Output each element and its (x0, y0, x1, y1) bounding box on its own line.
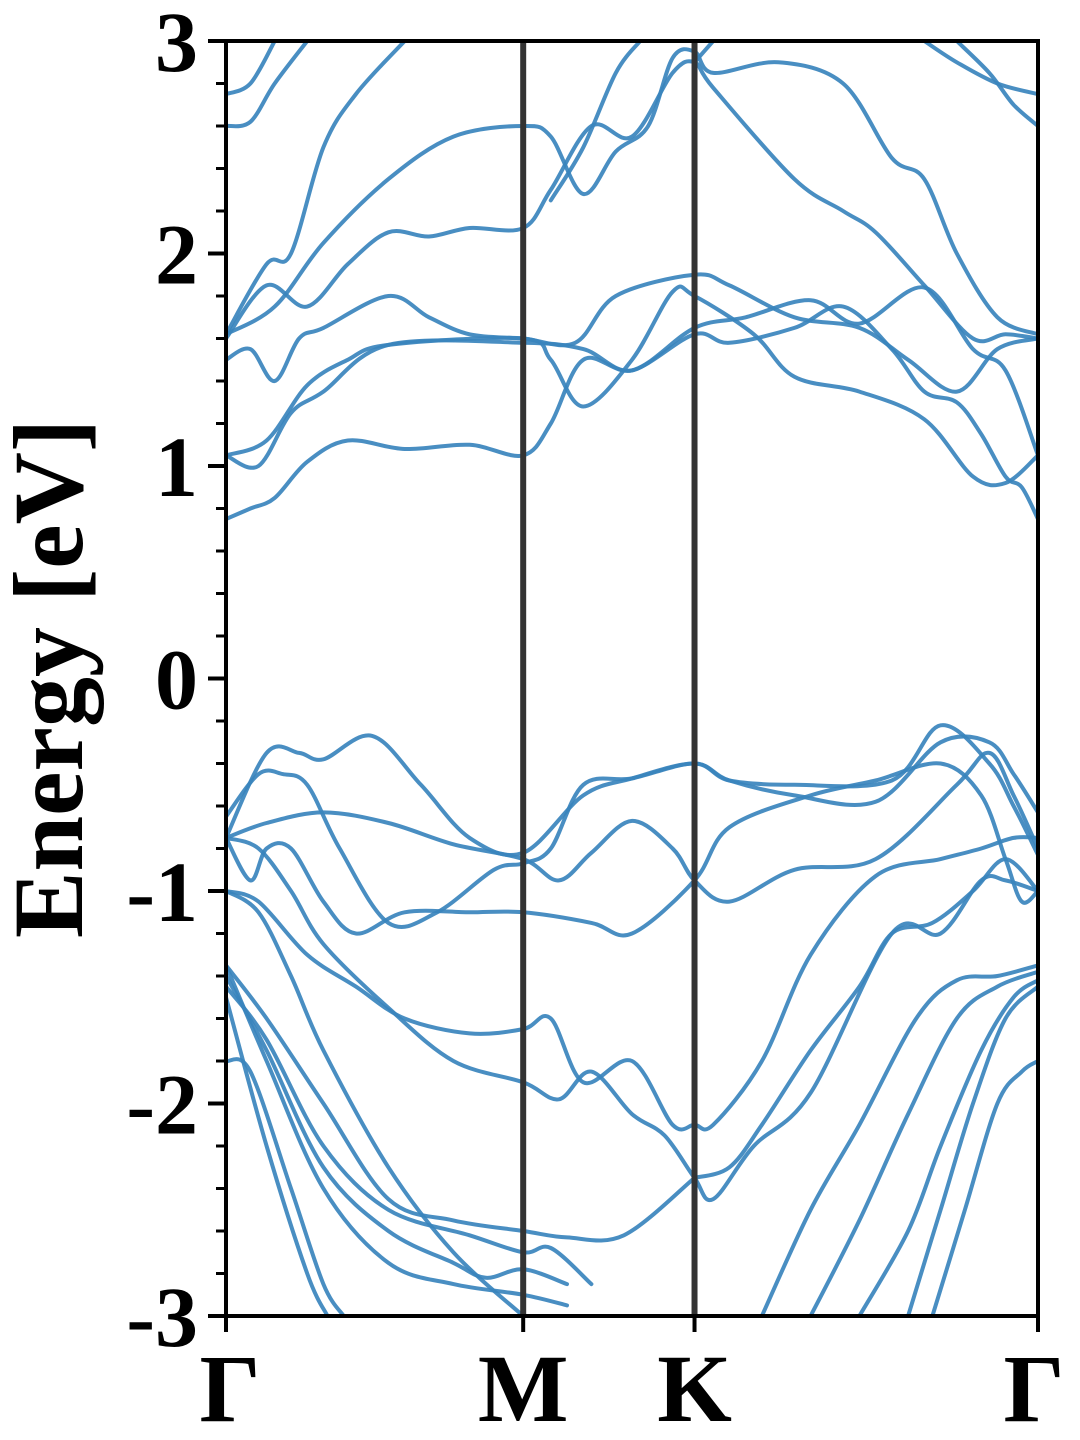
band-line-5 (226, 1057, 346, 1316)
band-line-6 (226, 963, 697, 1243)
band-line-27 (692, 857, 1038, 1180)
band-line-32 (930, 1059, 1038, 1316)
band-line-21 (226, 41, 277, 97)
x-tick-label: Γ (1003, 1335, 1064, 1440)
band-line-26 (954, 41, 1038, 128)
band-line-28 (759, 963, 1038, 1316)
plot-frame (224, 39, 1040, 1318)
band-line-17 (226, 272, 1038, 394)
band-line-30 (857, 978, 1038, 1316)
band-line-1 (226, 963, 569, 1308)
high-symmetry-lines (520, 41, 698, 1316)
band-line-10 (226, 761, 1038, 938)
x-tick-label: K (657, 1335, 732, 1440)
x-tick-label: Γ (199, 1335, 260, 1440)
band-lines (226, 41, 1038, 1316)
band-line-19 (226, 47, 1038, 337)
y-tick-label: 3 (155, 0, 198, 90)
band-line-31 (906, 984, 1038, 1316)
band-line-20 (226, 41, 310, 129)
band-line-3 (226, 984, 594, 1287)
x-tick-label: M (478, 1335, 569, 1440)
y-tick-label: -3 (126, 1269, 198, 1365)
band-line-4 (226, 995, 330, 1316)
band-line-2 (226, 974, 569, 1287)
band-line-7 (226, 889, 526, 1316)
band-line-11 (226, 750, 1038, 904)
y-axis-ticks: -3 -2 -1 0 1 2 3 (126, 0, 226, 1365)
y-tick-label: -2 (126, 1057, 198, 1153)
band-line-8 (226, 835, 1038, 1203)
band-line-16 (226, 284, 1038, 488)
band-line-18 (226, 59, 1038, 344)
y-axis-label: Energy [eV] (0, 419, 104, 938)
band-line-23 (548, 41, 643, 203)
band-line-13 (226, 723, 1038, 858)
y-tick-label: 0 (155, 632, 198, 728)
y-tick-label: 2 (155, 207, 198, 303)
band-line-9 (226, 835, 1038, 1132)
y-tick-label: 1 (155, 419, 198, 515)
band-line-25 (922, 41, 1038, 97)
band-line-12 (226, 734, 1038, 929)
y-tick-label: -1 (126, 844, 198, 940)
band-line-22 (226, 41, 407, 337)
band-line-29 (808, 969, 1038, 1316)
